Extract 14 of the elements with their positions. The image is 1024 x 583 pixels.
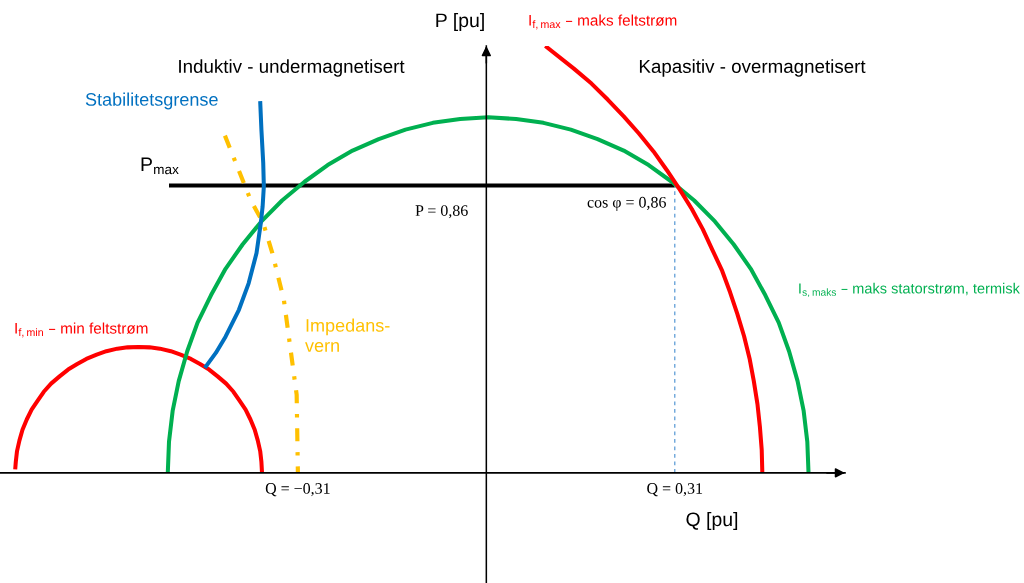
text: I$_{s,maks}$ – maks statorstrøm, termisk	[799, 282, 1020, 298]
y-axis-title: P [pu]	[436, 12, 484, 32]
annotation: P = 0,86	[415, 205, 468, 219]
text: Stabilitetsgrense	[85, 92, 218, 110]
series-label: I$_{f,max}$ – maks feltstrøm	[529, 14, 677, 30]
series-label: I$_{f,min}$ – min feltstrøm	[15, 322, 148, 338]
x-axis-title: Q [pu]	[686, 511, 738, 531]
series-label: Impedans- vern	[305, 318, 390, 352]
annotation: cos φ = 0,86	[587, 196, 666, 211]
annotation: Kapasitiv - overmagnetisert	[639, 59, 866, 77]
x-tick-label: Q = 0,31	[647, 483, 703, 497]
x-tick-label: Q = −0,31	[265, 483, 330, 497]
series-label: P$_{max}$	[141, 157, 179, 175]
annotation: Induktiv - undermagnetisert	[179, 59, 405, 77]
